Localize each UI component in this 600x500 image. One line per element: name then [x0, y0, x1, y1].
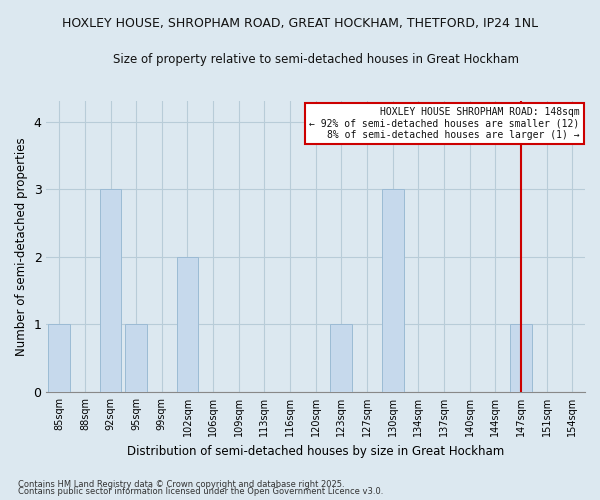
Bar [510, 324, 532, 392]
Text: Contains HM Land Registry data © Crown copyright and database right 2025.: Contains HM Land Registry data © Crown c… [18, 480, 344, 489]
Bar [125, 324, 147, 392]
Bar [331, 324, 352, 392]
Title: Size of property relative to semi-detached houses in Great Hockham: Size of property relative to semi-detach… [113, 52, 519, 66]
Bar [100, 189, 121, 392]
Text: HOXLEY HOUSE, SHROPHAM ROAD, GREAT HOCKHAM, THETFORD, IP24 1NL: HOXLEY HOUSE, SHROPHAM ROAD, GREAT HOCKH… [62, 18, 538, 30]
Bar [49, 324, 70, 392]
X-axis label: Distribution of semi-detached houses by size in Great Hockham: Distribution of semi-detached houses by … [127, 444, 505, 458]
Y-axis label: Number of semi-detached properties: Number of semi-detached properties [15, 138, 28, 356]
Text: Contains public sector information licensed under the Open Government Licence v3: Contains public sector information licen… [18, 487, 383, 496]
Bar [382, 189, 404, 392]
Text: HOXLEY HOUSE SHROPHAM ROAD: 148sqm
← 92% of semi-detached houses are smaller (12: HOXLEY HOUSE SHROPHAM ROAD: 148sqm ← 92%… [310, 107, 580, 140]
Bar [176, 257, 199, 392]
